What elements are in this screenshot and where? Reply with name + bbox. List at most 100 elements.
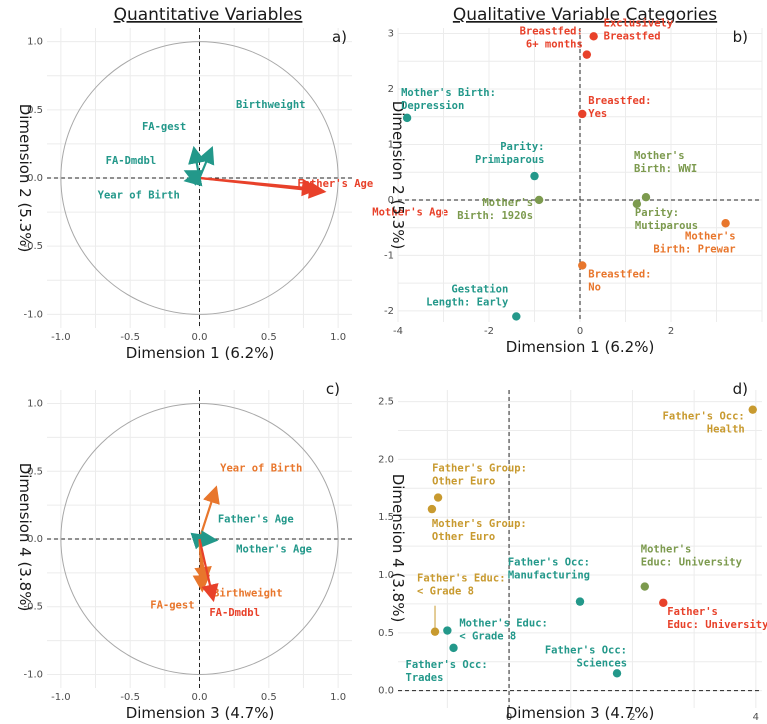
label-line: Length: Early [426, 296, 509, 308]
label-line: Mother's Birth: [401, 87, 496, 99]
point-label-father-s-educ-grade-8: Father's Educ: < Grade 8 [417, 573, 506, 598]
point [530, 171, 539, 181]
x-tick-label: 2 [629, 712, 635, 723]
point [582, 50, 592, 59]
x-tick-label: 0.5 [261, 692, 277, 703]
label-line: Breastfed [604, 30, 661, 42]
arrow-label-year-of-birth: Year of Birth [220, 463, 302, 475]
x-tick-label: -0.5 [120, 692, 140, 703]
label-line: Father's Occ: [545, 644, 627, 656]
x-axis-label: Dimension 3 (4.7%) [506, 704, 655, 722]
label-line: Depression [401, 100, 464, 112]
y-tick-label: 1.0 [27, 399, 43, 410]
point [534, 195, 544, 205]
point [748, 405, 757, 414]
point-label-father-s-occ-sciences: Father's Occ: Sciences [545, 644, 627, 669]
label-line: Mother's [685, 230, 736, 242]
point-label-father-s-occ-manufacturing: Father's Occ: Manufacturing [508, 557, 590, 582]
point [449, 643, 458, 653]
label-line: < Grade 8 [459, 631, 516, 643]
y-tick-label: -0.5 [23, 602, 43, 613]
y-tick-label: 2.0 [378, 454, 394, 465]
point [589, 32, 598, 41]
label-line: Sciences [576, 657, 627, 669]
arrow-label-mother-s-age: Mother's Age [236, 543, 312, 555]
y-tick-label: -1 [384, 250, 394, 261]
point-label-breastfed-yes: Breastfed: Yes [588, 95, 651, 120]
x-axis-label: Dimension 3 (4.7%) [126, 704, 275, 722]
y-tick-label: -2 [384, 306, 394, 317]
arrow-label-mother-s-age: Mother's Age [372, 207, 448, 219]
panel-b: -4 -2 0 2 -2 -1 0 1 2 3 Dimension 1 (6.2%) Dimensio… [384, 17, 763, 356]
point-label-father-s-educ-university: Father's Educ: University [667, 606, 767, 631]
y-tick-label: 2 [388, 84, 394, 95]
y-tick-label: 3 [388, 29, 394, 40]
label-line: Parity: [500, 141, 544, 153]
label-line: Mutiparous [635, 220, 698, 232]
arrow-label-year-of-birth: Year of Birth [98, 190, 180, 202]
title-left: Quantitative Variables [114, 5, 303, 25]
label-line: Parity: [635, 207, 679, 219]
label-line: Exclusively [604, 17, 674, 29]
label-line: Breastfed: [588, 268, 651, 280]
x-tick-label: -1.0 [51, 692, 71, 703]
point [433, 493, 443, 502]
y-tick-label: 1.0 [27, 37, 43, 48]
x-tick-label: -0.5 [120, 332, 140, 343]
panel-letter: c) [326, 380, 340, 398]
label-line: Mother's [482, 197, 533, 209]
x-tick-label: 1.0 [330, 332, 346, 343]
y-tick-label: 0.5 [27, 466, 43, 477]
panel-letter: a) [332, 28, 347, 46]
label-line: Father's Occ: [406, 659, 488, 671]
x-tick-label: -2 [484, 326, 494, 337]
y-tick-label: 1 [388, 139, 394, 150]
label-line: Birth: WWI [634, 163, 697, 175]
y-tick-label: -1.0 [23, 669, 43, 680]
y-tick-label: 0.0 [378, 686, 394, 697]
point-label-gestation-length-early: Gestation Length: Early [426, 283, 509, 308]
label-line: Gestation [451, 283, 508, 295]
x-tick-label: 2 [668, 326, 674, 337]
y-axis-label: Dimension 2 (5.3%) [16, 104, 34, 253]
x-tick-label: -4 [393, 326, 403, 337]
point [640, 582, 649, 591]
label-line: Trades [406, 672, 444, 684]
point [443, 626, 452, 635]
point-label-mother-s-birth-wwi: Mother's Birth: WWI [634, 150, 697, 175]
arrow-mother-s-age [199, 530, 219, 548]
arrow-year-of-birth [183, 169, 203, 187]
label-line: Father's Educ: [417, 573, 506, 585]
point-label-father-s-group-other-euro: Father's Group: Other Euro [432, 463, 527, 488]
point-label-parity-primiparous: Parity: Primiparous [475, 141, 545, 166]
point [612, 669, 622, 678]
label-line: < Grade 8 [417, 586, 474, 598]
panel-c: -1.0 -0.5 0.0 0.5 1.0 -1.0 -0.5 0.0 0.5 1.0 Dimens… [16, 380, 352, 722]
arrow-label-fa-gest: FA-gest [150, 599, 194, 611]
label-line: Breastfed: [588, 95, 651, 107]
point [512, 312, 521, 321]
point-label-parity-mutiparous: Parity: Mutiparous [635, 207, 698, 232]
panel-a: -1.0 -0.5 0.0 0.5 1.0 -1.0 -0.5 0.0 0.5 1.0 Dimens… [16, 28, 448, 362]
label-line: Father's Group: [432, 463, 527, 475]
point-label-father-s-occ-trades: Father's Occ: Trades [406, 659, 488, 684]
point-label-mother-s-educ-grade-8: Mother's Educ: < Grade 8 [459, 618, 548, 643]
point [641, 192, 651, 202]
arrow-mother-s-age [199, 176, 327, 199]
x-tick-label: 0 [506, 712, 512, 723]
point [578, 261, 587, 270]
arrow-label-fa-dmdbl: FA-Dmdbl [106, 155, 157, 167]
label-line: Father's Occ: [508, 557, 590, 569]
point-label-breastfed-6-months: Breastfed: 6+ months [520, 26, 583, 51]
point-label-breastfed-no: Breastfed: No [588, 268, 651, 293]
label-line: Birth: Prewar [653, 243, 735, 255]
arrow-label-father-s-age: Father's Age [297, 178, 373, 190]
label-line: Father's [667, 606, 718, 618]
label-line: Mother's [634, 150, 685, 162]
title-right: Qualitative Variable Categories [453, 5, 717, 25]
y-tick-label: -0.5 [23, 241, 43, 252]
point-label-mother-s-group-other-euro: Mother's Group: Other Euro [432, 518, 527, 543]
y-tick-label: 0.5 [27, 105, 43, 116]
point [578, 109, 587, 119]
